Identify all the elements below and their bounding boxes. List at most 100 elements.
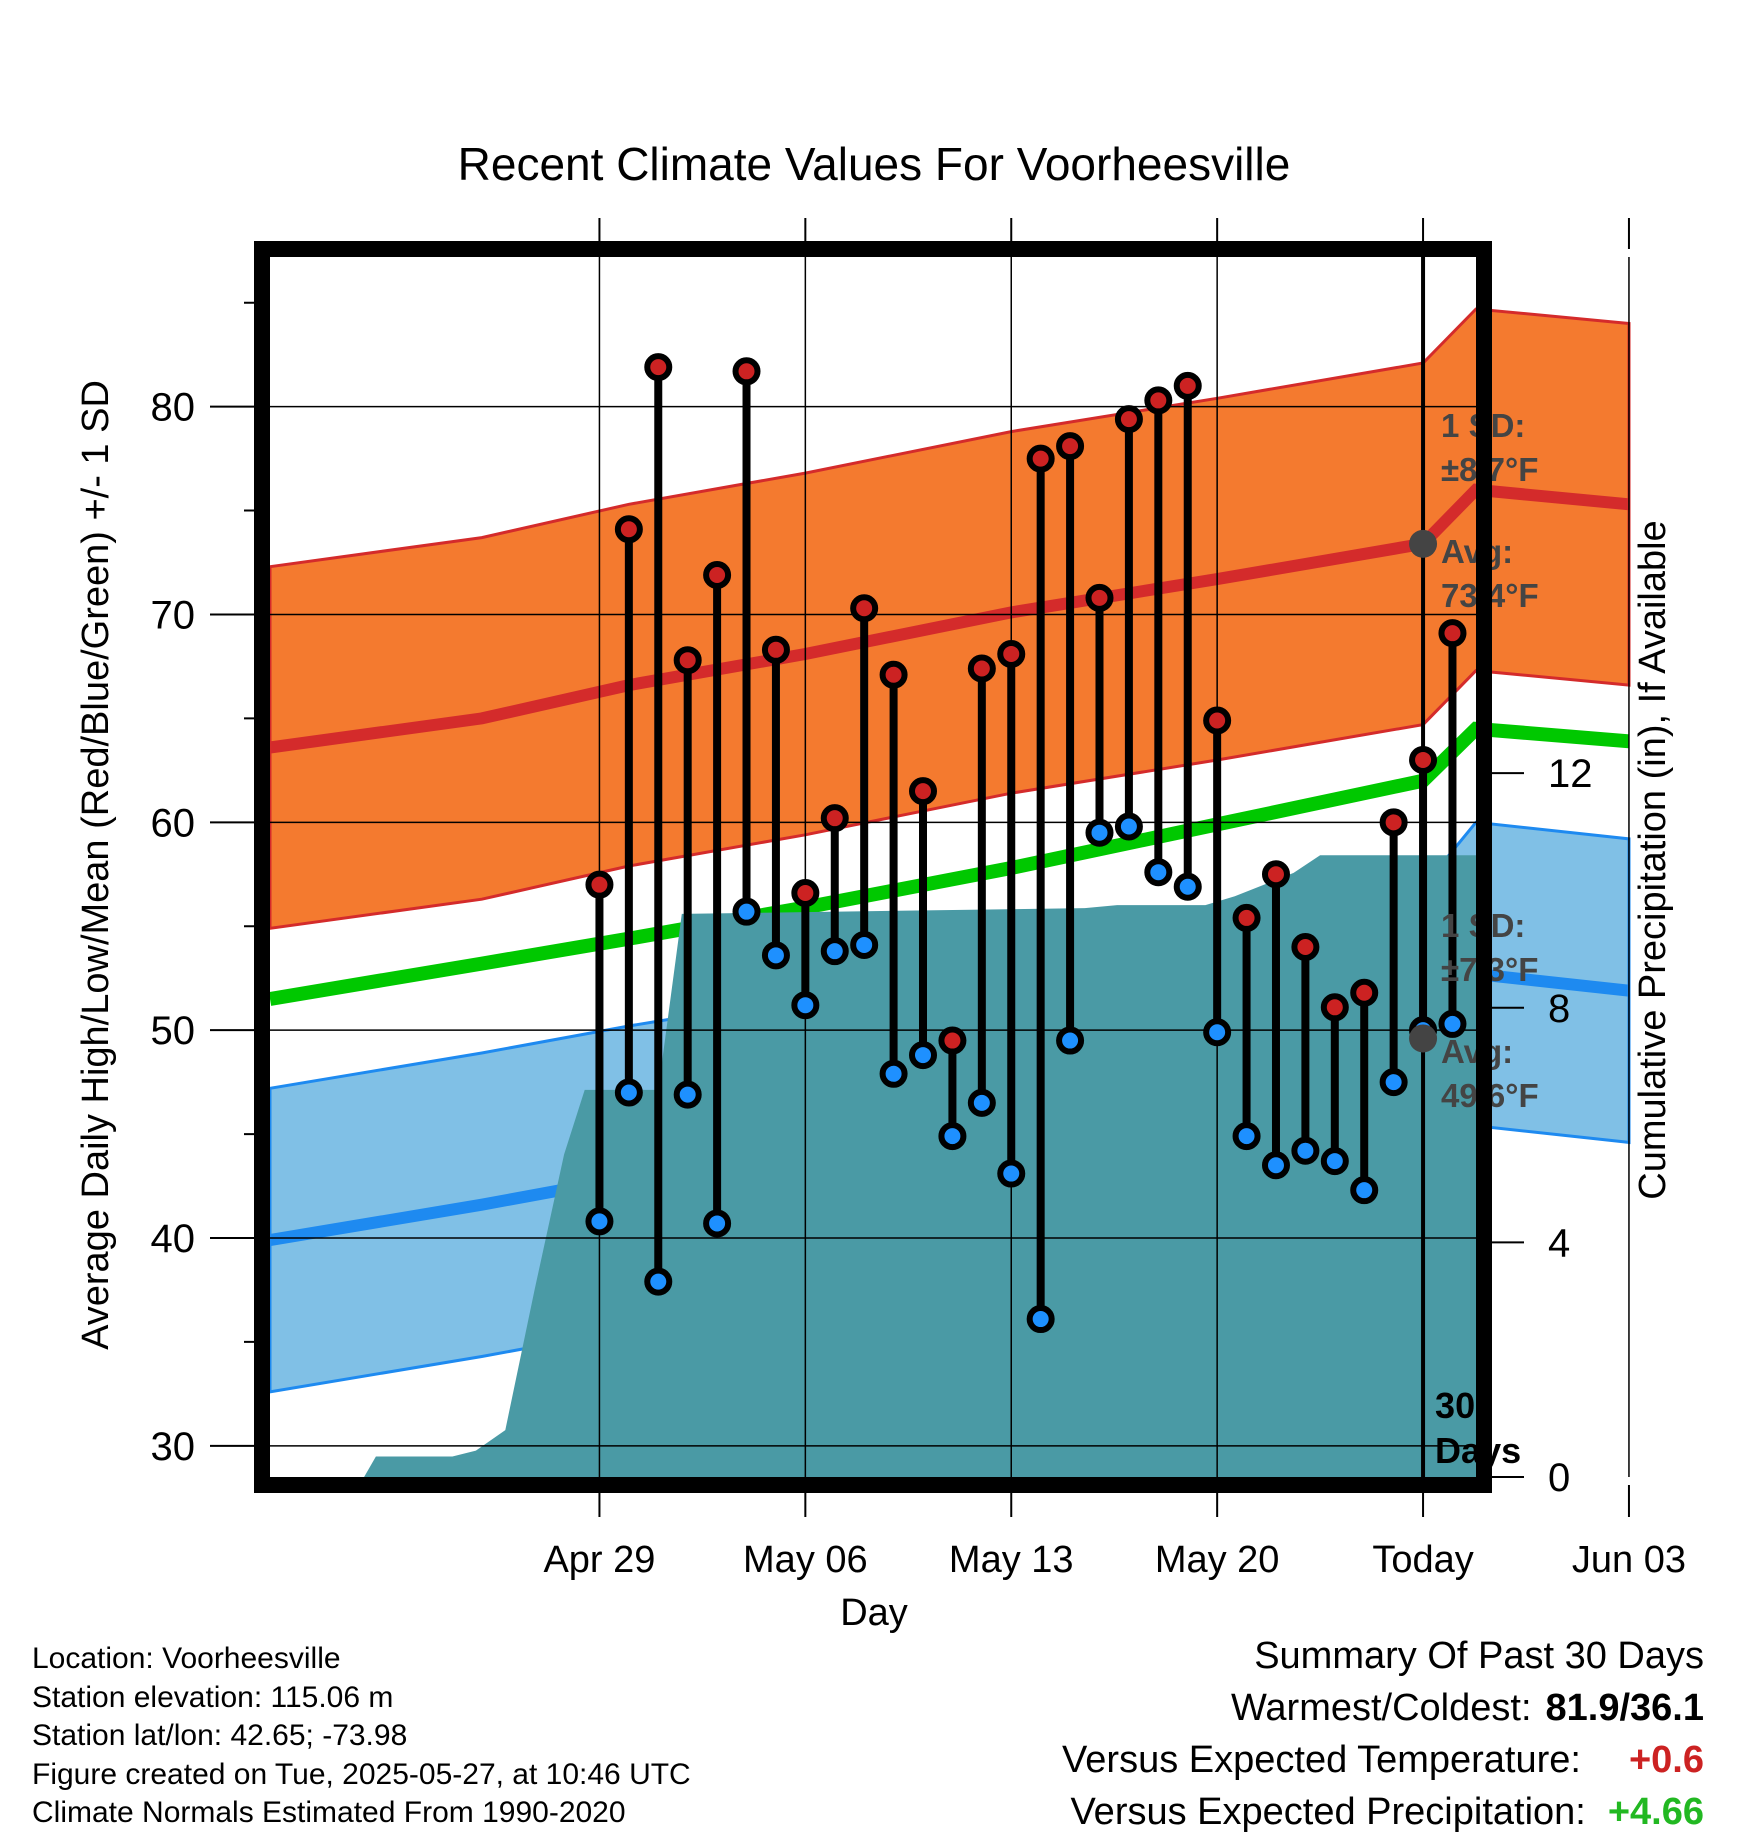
daily-low-marker bbox=[879, 1059, 908, 1088]
daily-low-marker bbox=[997, 1159, 1026, 1188]
daily-low-marker bbox=[850, 930, 879, 959]
daily-low-marker bbox=[1232, 1122, 1261, 1151]
daily-low-marker bbox=[1203, 1018, 1232, 1047]
daily-high-marker bbox=[614, 515, 643, 544]
x-tick-label: Apr 29 bbox=[543, 1539, 655, 1581]
warmest-label: Warmest/Coldest: bbox=[1230, 1687, 1532, 1729]
daily-low-marker bbox=[585, 1207, 614, 1236]
y-tick-label: 60 bbox=[151, 801, 196, 845]
daily-low-marker bbox=[1173, 872, 1202, 901]
plot-frame bbox=[254, 241, 1492, 1493]
daily-high-marker bbox=[673, 646, 702, 675]
y2-axis-label: Cumulative Precipitation (in), If Availa… bbox=[1632, 520, 1674, 1199]
daily-low-marker bbox=[1291, 1136, 1320, 1165]
created-text: Figure created on Tue, 2025-05-27, at 10… bbox=[32, 1757, 691, 1791]
precip-value: +4.66 bbox=[1607, 1791, 1704, 1833]
daily-high-marker bbox=[1232, 903, 1261, 932]
days-count-label: 30 bbox=[1435, 1385, 1475, 1426]
summary-precip-row: Versus Expected Precipitation: +4.66 bbox=[1062, 1786, 1704, 1838]
y-tick-label: 80 bbox=[151, 386, 196, 430]
daily-high-marker bbox=[1114, 405, 1143, 434]
daily-high-marker bbox=[820, 804, 849, 833]
y2-tick-label: 8 bbox=[1548, 987, 1570, 1031]
daily-high-marker bbox=[909, 777, 938, 806]
y-tick-label: 40 bbox=[151, 1217, 196, 1261]
daily-low-marker bbox=[761, 941, 790, 970]
daily-high-marker bbox=[1438, 619, 1467, 648]
daily-high-marker bbox=[1144, 386, 1173, 415]
daily-low-marker bbox=[791, 991, 820, 1020]
daily-low-marker bbox=[967, 1088, 996, 1117]
daily-high-marker bbox=[1409, 745, 1438, 774]
daily-high-marker bbox=[1173, 371, 1202, 400]
daily-high-marker bbox=[791, 878, 820, 907]
today-avg-low-dot bbox=[1409, 1024, 1438, 1053]
daily-low-marker bbox=[644, 1267, 673, 1296]
daily-high-marker bbox=[938, 1026, 967, 1055]
daily-high-marker bbox=[1203, 706, 1232, 735]
x-tick-label: May 13 bbox=[949, 1539, 1074, 1581]
daily-high-marker bbox=[761, 635, 790, 664]
y-tick-label: 70 bbox=[151, 593, 196, 637]
daily-high-marker bbox=[967, 654, 996, 683]
daily-high-marker bbox=[879, 660, 908, 689]
temp-label: Versus Expected Temperature: bbox=[1062, 1739, 1581, 1781]
summary-temp-row: Versus Expected Temperature: +0.6 bbox=[1062, 1734, 1704, 1786]
daily-low-marker bbox=[938, 1122, 967, 1151]
daily-high-marker bbox=[1350, 978, 1379, 1007]
precipitation-area bbox=[270, 855, 1476, 1477]
daily-low-marker bbox=[1438, 1009, 1467, 1038]
summary-warmest-row: Warmest/Coldest: 81.9/36.1 bbox=[1062, 1682, 1704, 1734]
daily-low-marker bbox=[909, 1041, 938, 1070]
y-axis-label: Average Daily High/Low/Mean (Red/Blue/Gr… bbox=[75, 380, 117, 1350]
daily-high-marker bbox=[585, 870, 614, 899]
y2-tick-label: 12 bbox=[1548, 752, 1593, 796]
station-info: Location: Voorheesville Station elevatio… bbox=[32, 1640, 691, 1833]
x-tick-label: Jun 03 bbox=[1572, 1539, 1686, 1581]
daily-high-marker bbox=[732, 357, 761, 386]
daily-low-marker bbox=[1026, 1305, 1055, 1334]
daily-high-marker bbox=[1085, 583, 1114, 612]
temp-value: +0.6 bbox=[1628, 1739, 1704, 1781]
daily-high-marker bbox=[1026, 444, 1055, 473]
daily-low-marker bbox=[1379, 1068, 1408, 1097]
chart-title: Recent Climate Values For Voorheesville bbox=[458, 138, 1291, 190]
warmest-value: 81.9/36.1 bbox=[1545, 1687, 1704, 1729]
daily-high-marker bbox=[997, 639, 1026, 668]
latlon-text: Station lat/lon: 42.65; -73.98 bbox=[32, 1719, 408, 1752]
daily-low-marker bbox=[1056, 1026, 1085, 1055]
daily-high-marker bbox=[1379, 808, 1408, 837]
precip-label: Versus Expected Precipitation: bbox=[1070, 1791, 1586, 1833]
elevation-text: Station elevation: 115.06 m bbox=[32, 1680, 394, 1714]
daily-high-marker bbox=[644, 353, 673, 382]
daily-high-marker bbox=[850, 594, 879, 623]
y2-tick-label: 4 bbox=[1548, 1221, 1570, 1265]
x-tick-label: Today bbox=[1372, 1539, 1473, 1581]
summary-heading: Summary Of Past 30 Days bbox=[1254, 1635, 1704, 1677]
summary-panel: Summary Of Past 30 Days Warmest/Coldest:… bbox=[1062, 1630, 1704, 1838]
daily-low-marker bbox=[1144, 858, 1173, 887]
daily-low-marker bbox=[1261, 1151, 1290, 1180]
x-tick-label: May 06 bbox=[743, 1539, 868, 1581]
daily-low-marker bbox=[1350, 1176, 1379, 1205]
daily-high-marker bbox=[1261, 860, 1290, 889]
daily-low-marker bbox=[732, 897, 761, 926]
daily-high-marker bbox=[703, 560, 732, 589]
x-axis-label: Day bbox=[840, 1592, 908, 1634]
y-tick-label: 50 bbox=[151, 1009, 196, 1053]
daily-low-marker bbox=[1320, 1147, 1349, 1176]
daily-high-marker bbox=[1056, 432, 1085, 461]
daily-low-marker bbox=[1114, 812, 1143, 841]
daily-low-marker bbox=[703, 1209, 732, 1238]
daily-low-marker bbox=[673, 1080, 702, 1109]
daily-low-marker bbox=[820, 937, 849, 966]
y2-tick-label: 0 bbox=[1548, 1456, 1570, 1500]
climate-chart: Recent Climate Values For Voorheesville … bbox=[75, 138, 1686, 1634]
y-tick-label: 30 bbox=[151, 1425, 196, 1469]
daily-low-marker bbox=[614, 1078, 643, 1107]
daily-high-marker bbox=[1320, 993, 1349, 1022]
location-text: Location: Voorheesville bbox=[32, 1642, 341, 1675]
daily-high-marker bbox=[1291, 933, 1320, 962]
daily-low-marker bbox=[1085, 818, 1114, 847]
x-tick-label: May 20 bbox=[1155, 1539, 1280, 1581]
